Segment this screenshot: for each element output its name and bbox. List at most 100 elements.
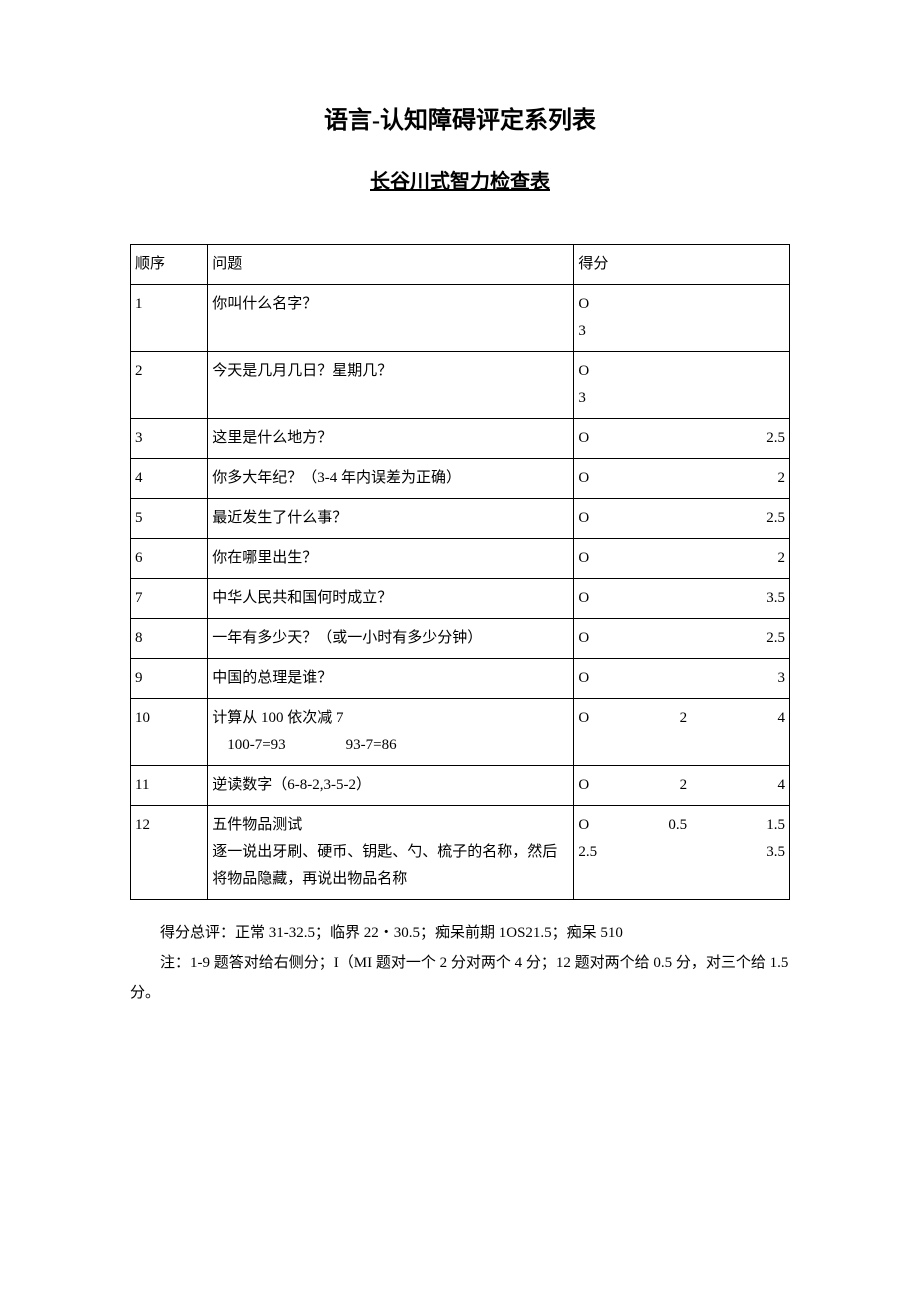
table-row: 6你在哪里出生？O2: [131, 539, 790, 579]
cell-score: O 2.5: [574, 499, 790, 539]
cell-question: 计算从 100 依次减 7 100-7=93 93-7=86: [208, 699, 574, 766]
cell-seq: 12: [131, 806, 208, 900]
score-left: O: [578, 625, 589, 652]
cell-score: O 3.5: [574, 579, 790, 619]
cell-seq: 2: [131, 352, 208, 419]
question-text: 今天是几月几日？星期几？: [212, 363, 392, 379]
cell-question: 今天是几月几日？星期几？: [208, 352, 574, 419]
assessment-table: 顺序问题得分1你叫什么名字？O32今天是几月几日？星期几？O33这里是什么地方？…: [130, 244, 790, 900]
cell-seq: 8: [131, 619, 208, 659]
score-left: O: [578, 665, 589, 692]
question-text: 你叫什么名字？: [212, 296, 317, 312]
table-row: 5最近发生了什么事？ O 2.5: [131, 499, 790, 539]
cell-score: O3: [574, 285, 790, 352]
cell-question: 这里是什么地方？: [208, 419, 574, 459]
cell-question: 你在哪里出生？: [208, 539, 574, 579]
cell-score: O3: [574, 352, 790, 419]
score-right: 2.5: [766, 425, 785, 452]
question-text: 中国的总理是谁？: [212, 670, 332, 686]
cell-seq: 9: [131, 659, 208, 699]
table-row: 9中国的总理是谁？O3: [131, 659, 790, 699]
score-left: O: [578, 505, 589, 532]
score-right: 2.5: [766, 505, 785, 532]
cell-question: 中国的总理是谁？: [208, 659, 574, 699]
question-text: 你多大年纪？（3-4 年内误差为正确）: [212, 470, 461, 486]
score-right: 4: [778, 705, 786, 732]
question-text: 逆读数字（6-8-2,3-5-2）: [212, 777, 371, 793]
question-text: 中华人民共和国何时成立？: [212, 590, 392, 606]
score-left: 3: [578, 318, 586, 345]
score-mid: 0.5: [668, 812, 687, 839]
score-right: 3.5: [766, 839, 785, 866]
question-line: 五件物品测试: [212, 812, 569, 839]
cell-question: 你多大年纪？（3-4 年内误差为正确）: [208, 459, 574, 499]
cell-score: O 2.5: [574, 419, 790, 459]
header-question: 问题: [208, 245, 574, 285]
table-row: 12五件物品测试逐一说出牙刷、硬币、钥匙、勺、梳子的名称，然后将物品隐藏，再说出…: [131, 806, 790, 900]
score-left: 2.5: [578, 839, 597, 866]
cell-seq: 4: [131, 459, 208, 499]
score-left: O: [578, 358, 589, 385]
score-mid: 2: [680, 772, 688, 799]
question-text: 最近发生了什么事？: [212, 510, 347, 526]
page-subtitle: 长谷川式智力检查表: [130, 165, 790, 194]
cell-question: 一年有多少天？（或一小时有多少分钟）: [208, 619, 574, 659]
cell-score: O2: [574, 459, 790, 499]
note-line: 得分总评：正常 31-32.5；临界 22・30.5；痴呆前期 1OS21.5；…: [130, 918, 790, 948]
note-line: 注：1-9 题答对给右侧分；I（MI 题对一个 2 分对两个 4 分；12 题对…: [130, 948, 790, 1008]
score-left: O: [578, 585, 589, 612]
cell-seq: 6: [131, 539, 208, 579]
cell-score: O2: [574, 539, 790, 579]
cell-score: O3: [574, 659, 790, 699]
cell-score: O 2.5: [574, 619, 790, 659]
cell-score: O 0.5 1.5 2.5 3.5: [574, 806, 790, 900]
score-left: 3: [578, 385, 586, 412]
cell-question: 逆读数字（6-8-2,3-5-2）: [208, 766, 574, 806]
question-text: 一年有多少天？（或一小时有多少分钟）: [212, 630, 482, 646]
question-line: 逐一说出牙刷、硬币、钥匙、勺、梳子的名称，然后将物品隐藏，再说出物品名称: [212, 839, 569, 893]
score-mid: 2: [680, 705, 688, 732]
score-left: O: [578, 812, 589, 839]
table-row: 8一年有多少天？（或一小时有多少分钟） O 2.5: [131, 619, 790, 659]
score-left: O: [578, 291, 589, 318]
table-row: 1你叫什么名字？ O3: [131, 285, 790, 352]
header-score: 得分: [574, 245, 790, 285]
score-left: O: [578, 705, 589, 732]
question-text: 你在哪里出生？: [212, 550, 317, 566]
cell-score: O 2 4: [574, 766, 790, 806]
table-row: 2今天是几月几日？星期几？ O3: [131, 352, 790, 419]
table-row: 7中华人民共和国何时成立？ O 3.5: [131, 579, 790, 619]
header-seq: 顺序: [131, 245, 208, 285]
table-row: 3这里是什么地方？O 2.5: [131, 419, 790, 459]
score-right: 4: [778, 772, 786, 799]
cell-seq: 5: [131, 499, 208, 539]
score-right: 1.5: [766, 812, 785, 839]
cell-seq: 1: [131, 285, 208, 352]
score-left: O: [578, 772, 589, 799]
cell-question: 中华人民共和国何时成立？: [208, 579, 574, 619]
table-header-row: 顺序问题得分: [131, 245, 790, 285]
question-line: 100-7=93 93-7=86: [212, 732, 569, 759]
table-row: 4你多大年纪？（3-4 年内误差为正确）O2: [131, 459, 790, 499]
score-right: 3: [778, 665, 786, 692]
cell-seq: 3: [131, 419, 208, 459]
cell-score: O 2 4: [574, 699, 790, 766]
cell-question: 五件物品测试逐一说出牙刷、硬币、钥匙、勺、梳子的名称，然后将物品隐藏，再说出物品…: [208, 806, 574, 900]
score-left: O: [578, 425, 589, 452]
table-row: 11逆读数字（6-8-2,3-5-2） O 2 4: [131, 766, 790, 806]
cell-question: 你叫什么名字？: [208, 285, 574, 352]
notes-section: 得分总评：正常 31-32.5；临界 22・30.5；痴呆前期 1OS21.5；…: [130, 918, 790, 1008]
score-right: 3.5: [766, 585, 785, 612]
cell-seq: 7: [131, 579, 208, 619]
score-right: 2: [778, 465, 786, 492]
score-right: 2.5: [766, 625, 785, 652]
score-left: O: [578, 545, 589, 572]
score-left: O: [578, 465, 589, 492]
page-title: 语言-认知障碍评定系列表: [130, 100, 790, 135]
cell-seq: 10: [131, 699, 208, 766]
question-line: 计算从 100 依次减 7: [212, 705, 569, 732]
cell-seq: 11: [131, 766, 208, 806]
cell-question: 最近发生了什么事？: [208, 499, 574, 539]
table-row: 10计算从 100 依次减 7 100-7=93 93-7=86O24: [131, 699, 790, 766]
score-right: 2: [778, 545, 786, 572]
